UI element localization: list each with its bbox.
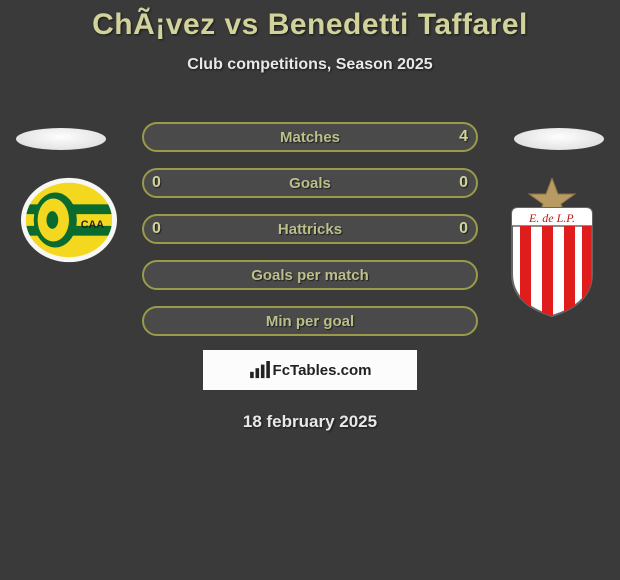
page-title: ChÃ¡vez vs Benedetti Taffarel — [0, 0, 620, 42]
stat-pill: Matches — [142, 122, 478, 152]
stat-label: Matches — [280, 129, 340, 146]
crest-left-icon: CAA — [20, 176, 118, 264]
watermark: FcTables.com — [203, 350, 417, 390]
stat-label: Goals per match — [251, 267, 369, 284]
club-crest-right: E. de L.P. — [502, 178, 602, 318]
watermark-text: FcTables.com — [273, 362, 372, 379]
stat-value-left: 0 — [152, 214, 161, 244]
crest-left-letters: CAA — [81, 219, 105, 231]
stat-label: Goals — [289, 175, 331, 192]
stat-label: Hattricks — [278, 221, 342, 238]
date-label: 18 february 2025 — [0, 412, 620, 432]
crest-right-band-text: E. de L.P. — [528, 211, 575, 225]
stat-value-left: 0 — [152, 168, 161, 198]
stat-row: Matches 4 — [0, 122, 620, 168]
stat-pill: Goals — [142, 168, 478, 198]
infographic-root: ChÃ¡vez vs Benedetti Taffarel Club compe… — [0, 0, 620, 580]
stat-pill: Min per goal — [142, 306, 478, 336]
stat-label: Min per goal — [266, 313, 354, 330]
stat-value-right: 0 — [459, 214, 468, 244]
stat-pill: Hattricks — [142, 214, 478, 244]
stat-value-right: 0 — [459, 168, 468, 198]
stat-value-right: 4 — [459, 122, 468, 152]
stat-pill: Goals per match — [142, 260, 478, 290]
crest-right-icon: E. de L.P. — [502, 178, 602, 318]
bars-icon — [249, 361, 271, 379]
club-crest-left: CAA — [20, 176, 118, 264]
subtitle: Club competitions, Season 2025 — [0, 56, 620, 74]
